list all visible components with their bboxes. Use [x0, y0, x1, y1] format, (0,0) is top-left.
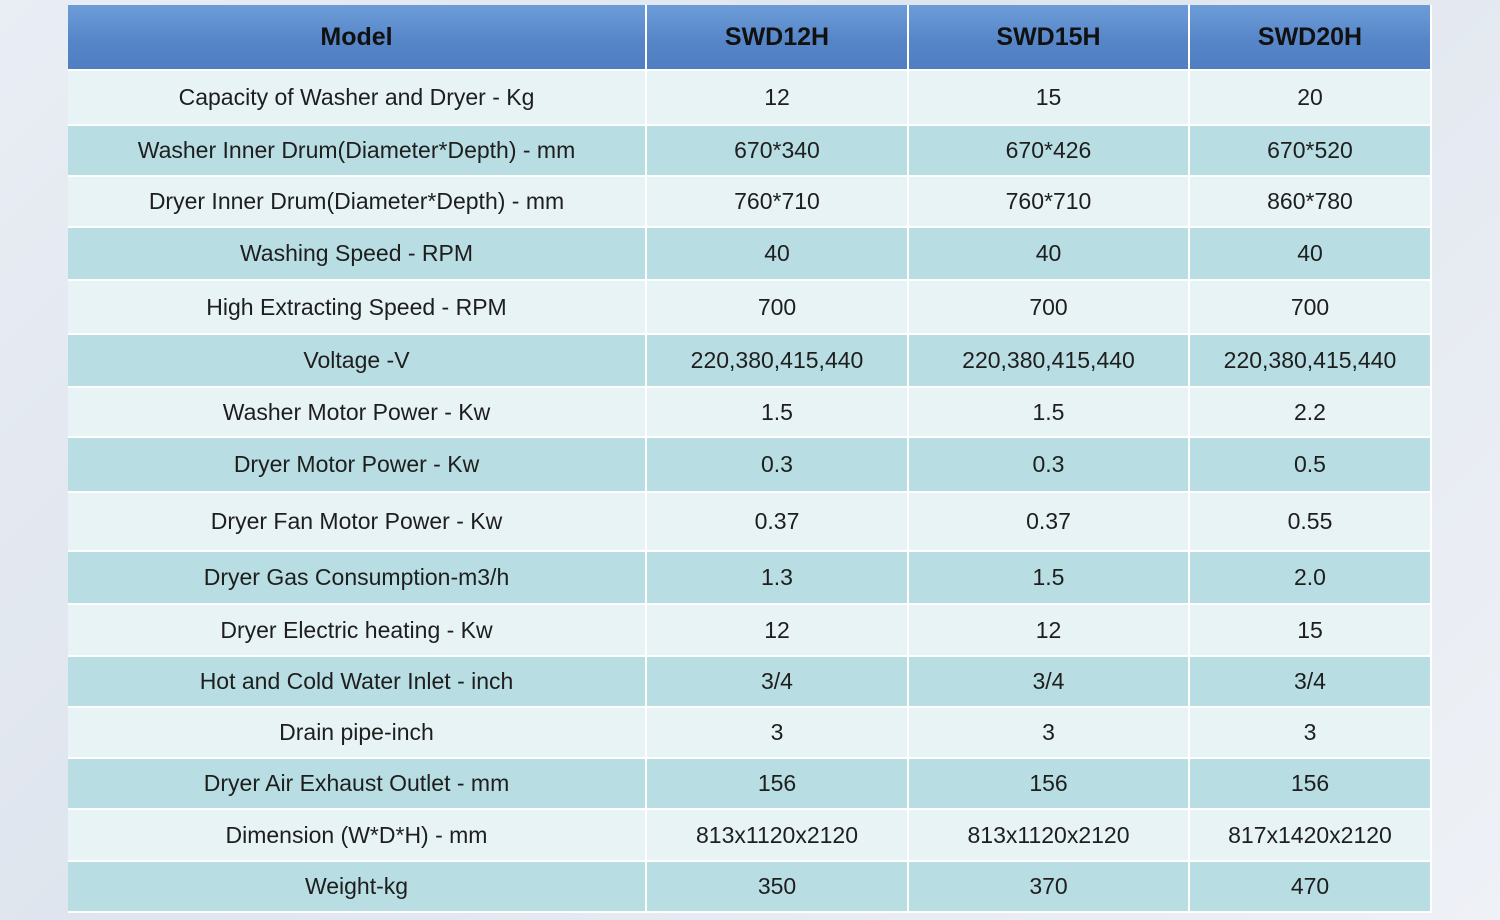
- table-cell: 813x1120x2120: [909, 810, 1190, 862]
- table-cell: 15: [909, 71, 1190, 126]
- row-label: Dryer Inner Drum(Diameter*Depth) - mm: [68, 177, 647, 228]
- table-cell: 760*710: [647, 177, 909, 228]
- table-cell: 1.3: [647, 552, 909, 605]
- table-cell: 3/4: [909, 657, 1190, 708]
- row-label: High Extracting Speed - RPM: [68, 281, 647, 335]
- header-cell: SWD12H: [647, 5, 909, 71]
- row-label: Washing Speed - RPM: [68, 228, 647, 281]
- row-label: Dryer Fan Motor Power - Kw: [68, 493, 647, 552]
- row-label: Washer Motor Power - Kw: [68, 388, 647, 438]
- row-label: Voltage -V: [68, 335, 647, 388]
- table-cell: 670*426: [909, 126, 1190, 177]
- table-cell: 12: [909, 605, 1190, 657]
- table-cell: 0.5: [1190, 438, 1432, 493]
- table-cell: 470: [1190, 862, 1432, 913]
- row-label: Dryer Air Exhaust Outlet - mm: [68, 759, 647, 810]
- row-label: Dryer Motor Power - Kw: [68, 438, 647, 493]
- table-cell: 0.37: [647, 493, 909, 552]
- table-cell: 817x1420x2120: [1190, 810, 1432, 862]
- row-label: Capacity of Washer and Dryer - Kg: [68, 71, 647, 126]
- header-cell: Model: [68, 5, 647, 71]
- table-cell: 0.55: [1190, 493, 1432, 552]
- row-label: Washer Inner Drum(Diameter*Depth) - mm: [68, 126, 647, 177]
- table-cell: 0.37: [909, 493, 1190, 552]
- table-cell: 700: [1190, 281, 1432, 335]
- table-cell: 700: [909, 281, 1190, 335]
- table-cell: 1.5: [647, 388, 909, 438]
- table-cell: 860*780: [1190, 177, 1432, 228]
- table-cell: 1.5: [909, 388, 1190, 438]
- table-cell: 813x1120x2120: [647, 810, 909, 862]
- table-cell: 3: [1190, 708, 1432, 759]
- table-cell: 760*710: [909, 177, 1190, 228]
- table-cell: 12: [647, 71, 909, 126]
- table-cell: 1.5: [909, 552, 1190, 605]
- row-label: Dryer Electric heating - Kw: [68, 605, 647, 657]
- table-cell: 20: [1190, 71, 1432, 126]
- table-cell: 220,380,415,440: [1190, 335, 1432, 388]
- table-cell: 156: [1190, 759, 1432, 810]
- header-cell: SWD15H: [909, 5, 1190, 71]
- table-cell: 350: [647, 862, 909, 913]
- table-cell: 40: [1190, 228, 1432, 281]
- table-cell: 670*340: [647, 126, 909, 177]
- table-cell: 2.2: [1190, 388, 1432, 438]
- table-cell: 700: [647, 281, 909, 335]
- table-cell: 0.3: [909, 438, 1190, 493]
- header-cell: SWD20H: [1190, 5, 1432, 71]
- table-cell: 670*520: [1190, 126, 1432, 177]
- table-cell: 220,380,415,440: [647, 335, 909, 388]
- table-cell: 3: [909, 708, 1190, 759]
- row-label: Hot and Cold Water Inlet - inch: [68, 657, 647, 708]
- table-cell: 370: [909, 862, 1190, 913]
- table-cell: 220,380,415,440: [909, 335, 1190, 388]
- table-cell: 0.3: [647, 438, 909, 493]
- row-label: Dimension (W*D*H) - mm: [68, 810, 647, 862]
- table-cell: 156: [647, 759, 909, 810]
- table-cell: 156: [909, 759, 1190, 810]
- table-cell: 3/4: [1190, 657, 1432, 708]
- table-cell: 2.0: [1190, 552, 1432, 605]
- row-label: Dryer Gas Consumption-m3/h: [68, 552, 647, 605]
- table-cell: 3: [647, 708, 909, 759]
- table-cell: 40: [909, 228, 1190, 281]
- table-cell: 40: [647, 228, 909, 281]
- row-label: Weight-kg: [68, 862, 647, 913]
- table-cell: 15: [1190, 605, 1432, 657]
- table-cell: 12: [647, 605, 909, 657]
- table-cell: 3/4: [647, 657, 909, 708]
- row-label: Drain pipe-inch: [68, 708, 647, 759]
